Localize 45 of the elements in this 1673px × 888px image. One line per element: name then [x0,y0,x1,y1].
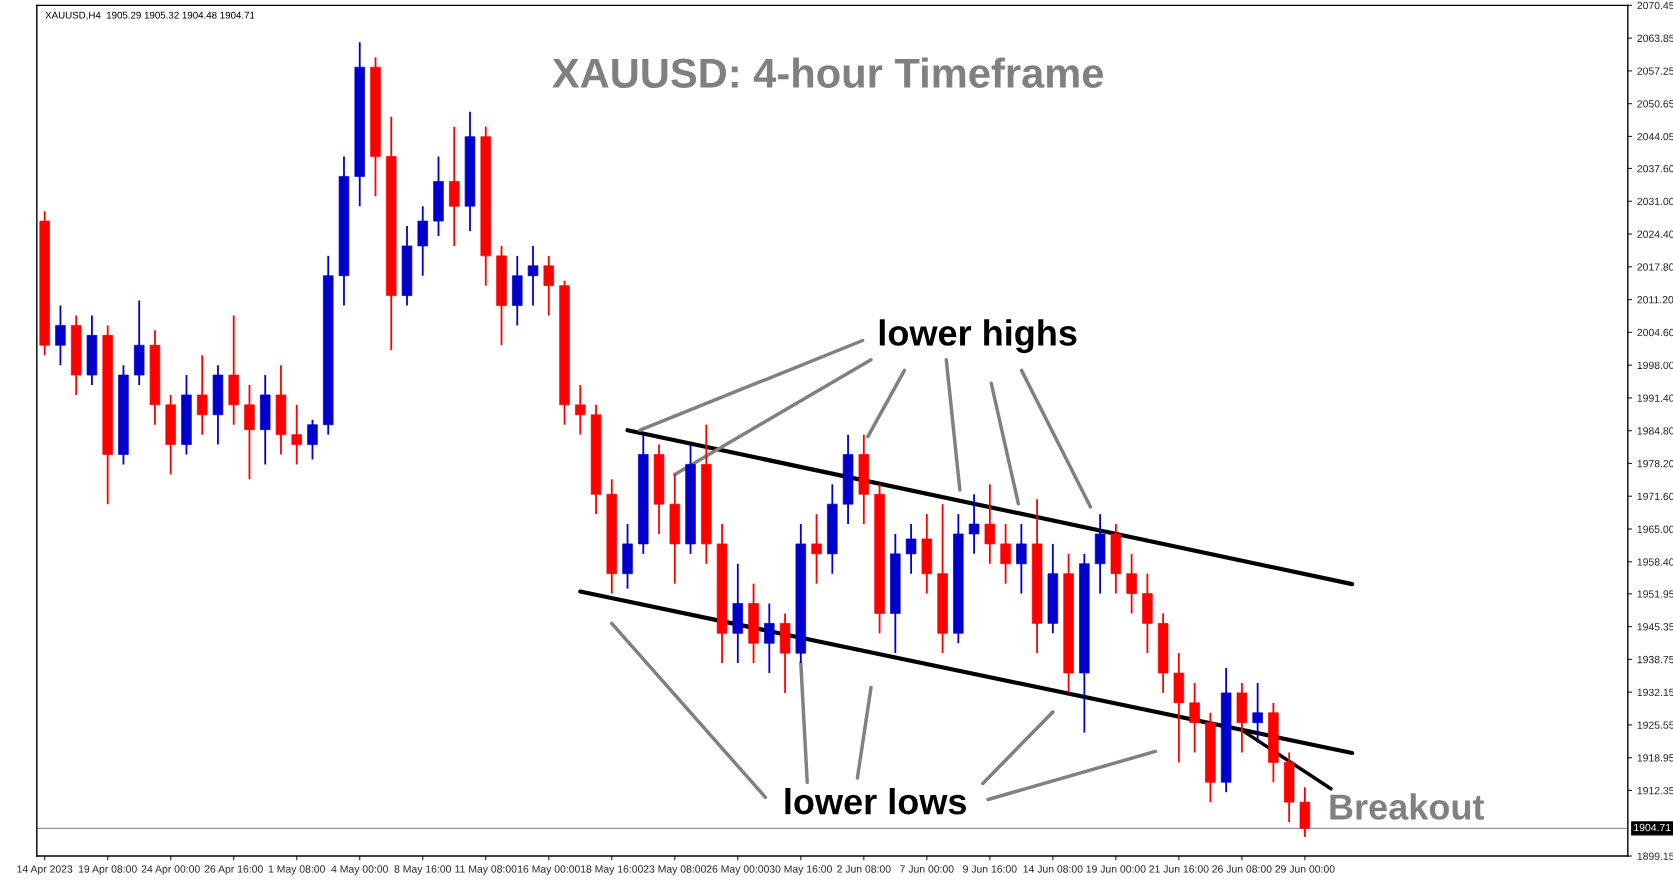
x-tick-label: 2 Jun 08:00 [837,865,891,873]
candlestick [1016,523,1027,595]
x-tick-label: 30 May 16:00 [769,865,832,875]
y-tick-label: 2011.20 [1637,296,1673,304]
x-tick-label: 9 Jun 16:00 [963,865,1017,873]
x-tick-label: 18 May 16:00 [581,865,643,875]
x-tick-label: 26 Apr 16:00 [204,865,263,875]
x-tick-label: 21 Jun 16:00 [1149,865,1209,873]
candlestick [764,602,775,674]
text: XAUUSD: 4-hour Timeframe [552,57,1104,89]
candlestick [575,384,586,436]
x-tick-label: 29 Jun 00:00 [1275,865,1335,873]
candlestick [291,403,302,466]
x-tick-label: 16 May 00:00 [518,865,580,875]
candlestick [543,254,554,317]
x-tick-label: 14 Jun 08:00 [1023,865,1083,873]
candlestick [1000,523,1011,585]
candlestick [527,245,539,307]
x-tick-label: 8 May 16:00 [394,865,452,875]
annotation: lower lows [785,787,967,815]
candlestick [905,523,917,575]
x-tick-label: 19 Jun 00:00 [1086,865,1146,873]
candlestick [811,513,822,585]
x-tick-label: 19 Apr 08:00 [78,865,137,875]
x-tick-label: 11 May 08:00 [455,865,517,875]
x-tick-label: 23 May 08:00 [643,865,706,875]
candlestick [1189,682,1200,754]
x-tick-label: 26 Jun 08:00 [1212,865,1272,873]
annotation: XAUUSD,H4 1905.29 1905.32 1904.48 1904.71 [45,11,255,20]
candlestick [55,304,66,367]
candlestick [1126,552,1137,615]
ref-line-label: 1904.71 [1634,823,1671,832]
x-tick-label: 1 May 08:00 [268,865,325,875]
x-tick-label: 14 Apr 2023 [17,865,73,875]
x-tick-label: 4 May 00:00 [331,865,388,875]
candlestick [307,418,318,461]
candlestick [196,354,208,436]
x-tick-label: 7 Jun 00:00 [900,865,954,873]
candlestick [968,493,980,555]
x-tick-label: 24 Apr 00:00 [141,865,200,875]
x-tick-label: 26 May 00:00 [706,865,769,875]
annotation: lower highs [879,319,1077,354]
annotation: Breakout [1330,793,1485,820]
candlestick [984,483,996,565]
candlestick [1252,682,1263,744]
